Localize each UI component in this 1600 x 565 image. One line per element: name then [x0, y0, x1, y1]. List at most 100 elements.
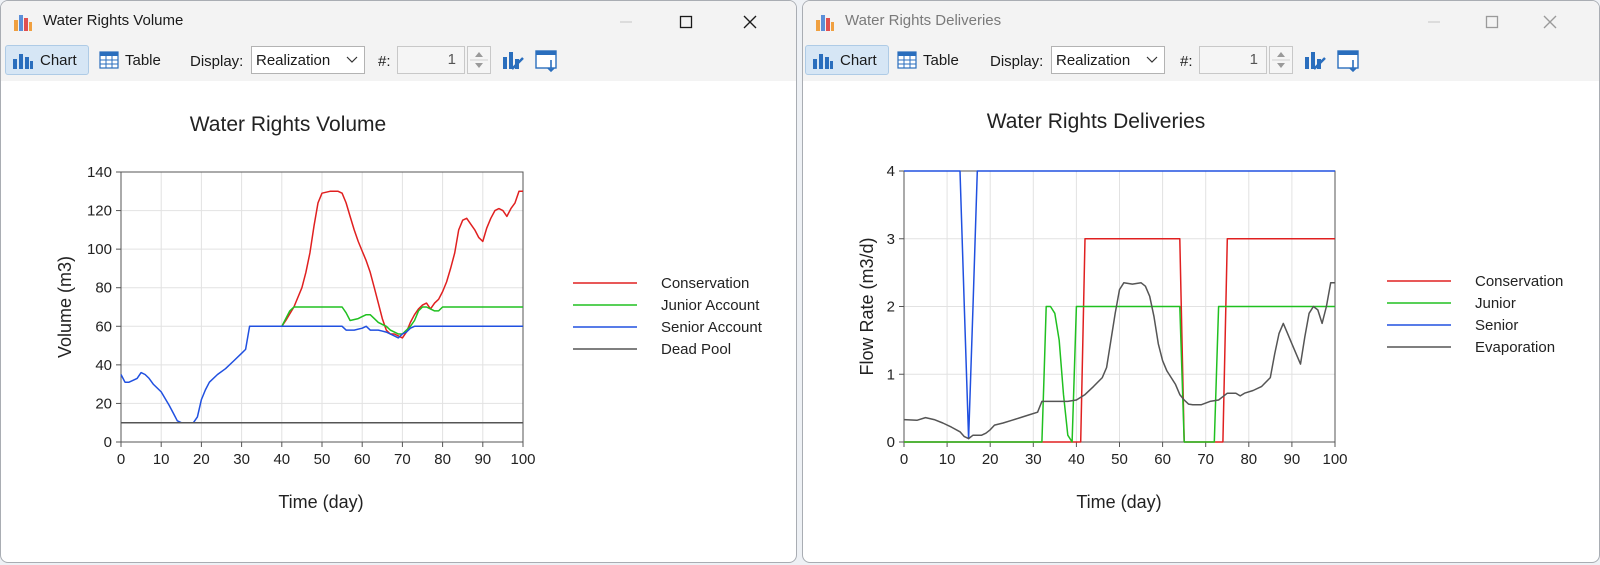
x-tick-label: 10	[939, 451, 956, 468]
close-button[interactable]	[1527, 1, 1573, 43]
legend-label: Senior Account	[661, 319, 763, 336]
display-label: Display:	[190, 53, 244, 70]
chart-tab-label: Chart	[840, 51, 877, 69]
close-icon	[743, 15, 757, 29]
table-tab-button[interactable]: Table	[93, 45, 173, 75]
display-select-value: Realization	[256, 51, 331, 69]
series-line-junior	[904, 305, 1335, 443]
chart-properties-icon[interactable]	[501, 49, 525, 73]
deliveries-chart: 0 10 20 30 40 50 60 70 80 90 100 0 1 2 3 4 Conservation J…	[857, 110, 1563, 512]
x-tick-label: 60	[354, 451, 371, 468]
y-tick-label: 3	[887, 231, 895, 248]
x-tick-label: 40	[273, 451, 290, 468]
y-tick-label: 0	[887, 434, 895, 451]
x-tick-label: 30	[233, 451, 250, 468]
legend-label: Evaporation	[1475, 339, 1555, 356]
bar-chart-icon	[13, 54, 33, 69]
y-axis-label: Volume (m3)	[55, 256, 75, 358]
y-tick-label: 4	[887, 163, 895, 180]
x-tick-label: 20	[193, 451, 210, 468]
x-tick-label: 0	[117, 451, 125, 468]
legend-label: Junior Account	[661, 297, 760, 314]
realization-number-input[interactable]: 1	[397, 46, 465, 74]
close-icon	[1543, 15, 1557, 29]
realization-number-input[interactable]: 1	[1199, 46, 1267, 74]
chart-title: Water Rights Volume	[190, 113, 386, 136]
maximize-icon	[1485, 15, 1499, 29]
minimize-button[interactable]	[1411, 1, 1457, 43]
realization-spinner[interactable]	[1269, 46, 1293, 74]
window-title: Water Rights Volume	[43, 12, 184, 29]
legend-label: Conservation	[661, 275, 749, 292]
display-select[interactable]: Realization	[251, 46, 365, 74]
x-tick-label: 100	[510, 451, 535, 468]
series-line-conservation	[281, 190, 523, 339]
chart-tab-label: Chart	[40, 51, 77, 69]
x-tick-label: 90	[474, 451, 491, 468]
maximize-button[interactable]	[663, 1, 709, 43]
y-tick-label: 0	[104, 434, 112, 451]
display-select-value: Realization	[1056, 51, 1131, 69]
chart-tab-button[interactable]: Chart	[5, 45, 89, 75]
maximize-icon	[679, 15, 693, 29]
chart-title: Water Rights Deliveries	[987, 110, 1206, 133]
x-tick-label: 30	[1025, 451, 1042, 468]
minimize-icon	[1428, 21, 1440, 23]
x-tick-label: 40	[1068, 451, 1085, 468]
export-window-icon[interactable]	[1337, 49, 1361, 73]
table-icon	[897, 51, 917, 69]
maximize-button[interactable]	[1469, 1, 1515, 43]
chart-app-icon	[14, 15, 32, 31]
table-tab-label: Table	[125, 51, 161, 69]
chevron-down-icon	[1146, 56, 1158, 63]
realization-number-label: #:	[378, 53, 391, 70]
volume-window[interactable]: Water Rights Volume Chart Table Display:…	[0, 0, 797, 563]
legend-label: Dead Pool	[661, 341, 731, 358]
display-select[interactable]: Realization	[1051, 46, 1165, 74]
display-label: Display:	[990, 53, 1044, 70]
y-tick-label: 140	[87, 164, 112, 181]
x-tick-label: 70	[1197, 451, 1214, 468]
x-tick-label: 80	[1240, 451, 1257, 468]
y-tick-label: 40	[95, 357, 112, 374]
table-icon	[99, 51, 119, 69]
minimize-button[interactable]	[603, 1, 649, 43]
series-line-senior	[904, 170, 1335, 440]
series-line-evaporation	[903, 282, 1335, 440]
x-tick-label: 20	[982, 451, 999, 468]
x-axis-label: Time (day)	[278, 492, 363, 512]
y-tick-label: 20	[95, 395, 112, 412]
series-line-senior-account	[120, 325, 523, 424]
title-bar[interactable]: Water Rights Volume	[1, 1, 796, 43]
y-tick-label: 2	[887, 299, 895, 316]
y-tick-label: 60	[95, 318, 112, 335]
spinner-arrows-icon	[470, 52, 488, 68]
window-title: Water Rights Deliveries	[845, 12, 1002, 29]
x-tick-label: 80	[434, 451, 451, 468]
x-axis-label: Time (day)	[1076, 492, 1161, 512]
y-tick-label: 100	[87, 241, 112, 258]
y-axis-label: Flow Rate (m3/d)	[857, 237, 877, 375]
title-bar[interactable]: Water Rights Deliveries	[803, 1, 1599, 43]
realization-spinner[interactable]	[467, 46, 491, 74]
x-tick-label: 50	[1111, 451, 1128, 468]
y-tick-label: 120	[87, 203, 112, 220]
toolbar: Chart Table Display: Realization #: 1	[1, 43, 796, 81]
legend-label: Senior	[1475, 317, 1518, 334]
export-window-icon[interactable]	[535, 49, 559, 73]
chart-app-icon	[816, 15, 834, 31]
y-tick-label: 80	[95, 280, 112, 297]
x-tick-label: 10	[153, 451, 170, 468]
bar-chart-icon	[813, 54, 833, 69]
x-tick-label: 100	[1322, 451, 1347, 468]
chevron-down-icon	[346, 56, 358, 63]
table-tab-button[interactable]: Table	[891, 45, 971, 75]
close-button[interactable]	[727, 1, 773, 43]
chart-tab-button[interactable]: Chart	[805, 45, 889, 75]
y-tick-label: 1	[887, 366, 895, 383]
x-tick-label: 60	[1154, 451, 1171, 468]
chart-properties-icon[interactable]	[1303, 49, 1327, 73]
deliveries-window[interactable]: Water Rights Deliveries Chart Table Disp…	[802, 0, 1600, 563]
realization-number-label: #:	[1180, 53, 1193, 70]
x-tick-label: 0	[900, 451, 908, 468]
